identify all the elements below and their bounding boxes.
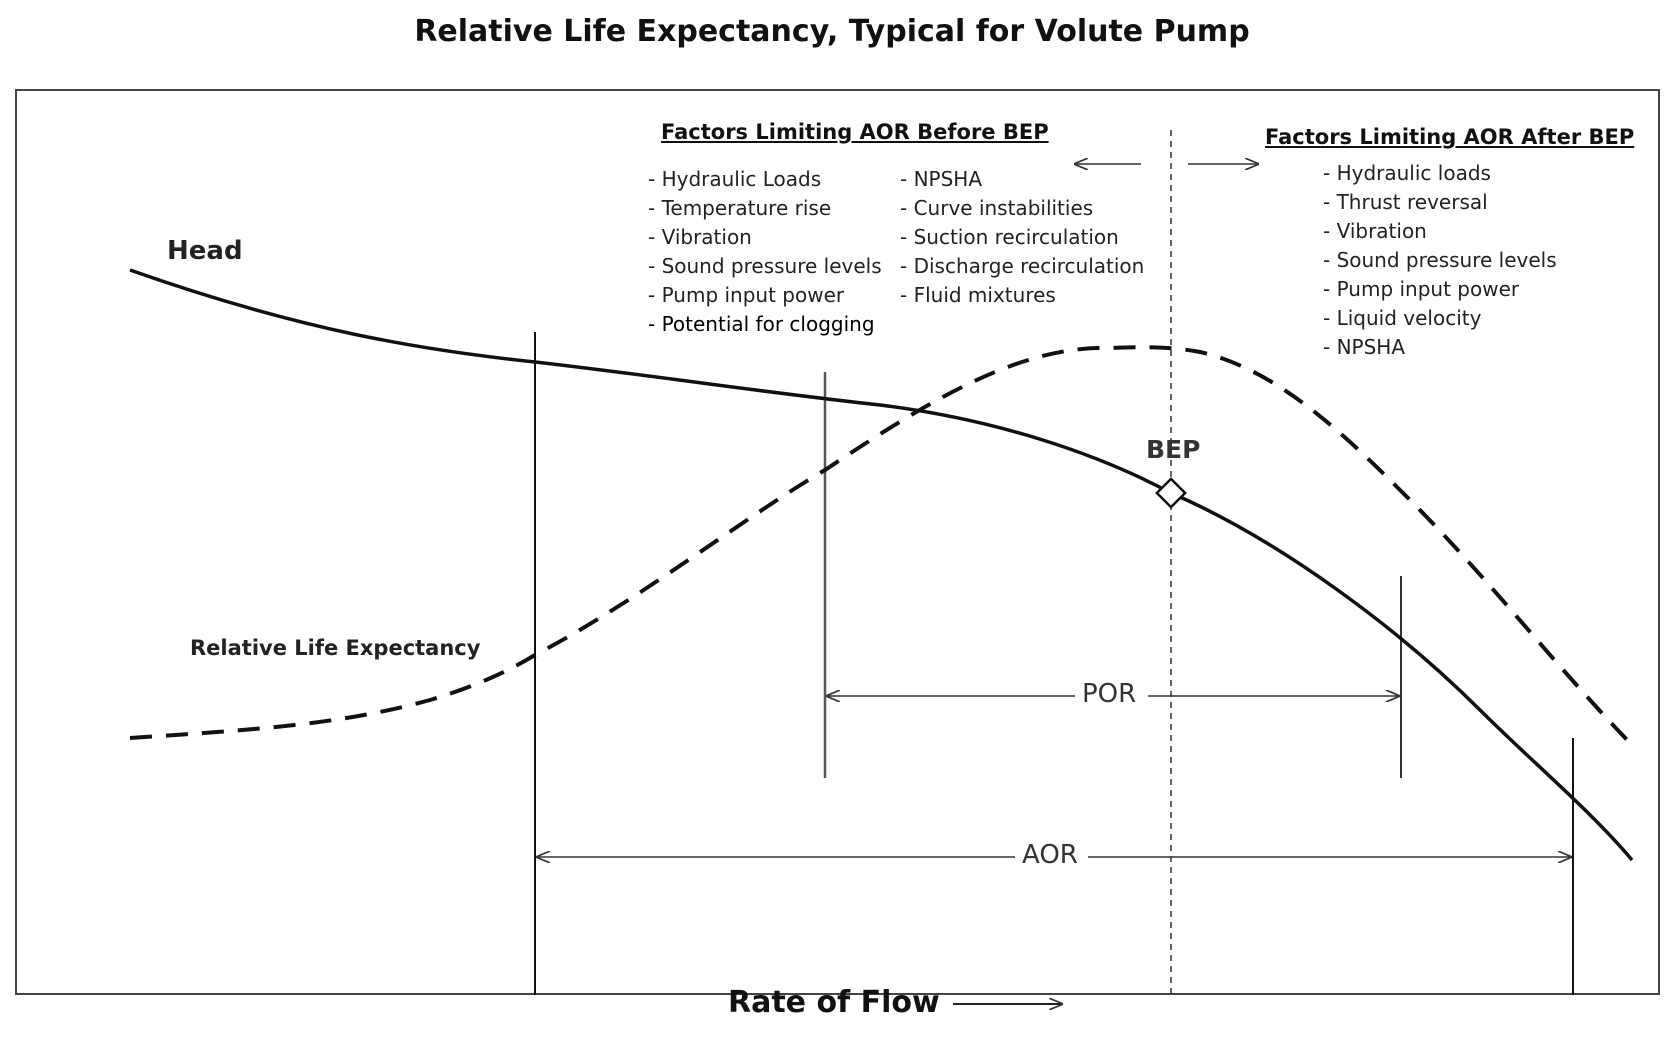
list-item: Curve instabilities bbox=[900, 194, 1144, 223]
head-label: Head bbox=[167, 236, 243, 266]
list-item: Suction recirculation bbox=[900, 223, 1144, 252]
x-axis-label: Rate of Flow bbox=[728, 985, 940, 1020]
list-item: Hydraulic Loads bbox=[648, 165, 882, 194]
list-item: Discharge recirculation bbox=[900, 252, 1145, 281]
list-item: NPSHA bbox=[900, 165, 1144, 194]
list-item: Temperature rise bbox=[648, 194, 882, 223]
before-bep-heading: Factors Limiting AOR Before BEP bbox=[661, 120, 1049, 144]
life-expectancy-curve bbox=[129, 345, 1634, 747]
list-item: Pump input power bbox=[648, 281, 882, 310]
list-item: Thrust reversal bbox=[1323, 188, 1557, 217]
head-curve bbox=[129, 268, 1634, 862]
aor-label: AOR bbox=[1016, 840, 1084, 870]
list-item: Liquid velocity bbox=[1323, 304, 1557, 333]
list-item: NPSHA bbox=[1323, 333, 1557, 362]
diagram-title: Relative Life Expectancy, Typical for Vo… bbox=[414, 14, 1250, 49]
list-item: Vibration bbox=[1323, 217, 1557, 246]
list-item: Fluid mixtures bbox=[900, 281, 1144, 310]
after-bep-heading: Factors Limiting AOR After BEP bbox=[1265, 125, 1635, 149]
list-item: Sound pressure levels bbox=[648, 252, 882, 281]
list-item: Sound pressure levels bbox=[1323, 246, 1557, 275]
bep-marker bbox=[1155, 477, 1187, 509]
list-item: Vibration bbox=[648, 223, 882, 252]
list-item: Potential for clogging bbox=[648, 310, 882, 339]
after-bep-list: Hydraulic loads Thrust reversal Vibratio… bbox=[1323, 159, 1557, 362]
plot-frame bbox=[15, 89, 1660, 995]
before-bep-list-col1: Hydraulic Loads Temperature rise Vibrati… bbox=[648, 165, 882, 339]
por-label: POR bbox=[1076, 679, 1143, 709]
list-item: Hydraulic loads bbox=[1323, 159, 1557, 188]
list-item: Pump input power bbox=[1323, 275, 1557, 304]
before-bep-list-col2: NPSHA Curve instabilities Suction recirc… bbox=[900, 165, 1145, 310]
bep-label: BEP bbox=[1146, 435, 1201, 464]
life-expectancy-label: Relative Life Expectancy bbox=[190, 636, 481, 660]
